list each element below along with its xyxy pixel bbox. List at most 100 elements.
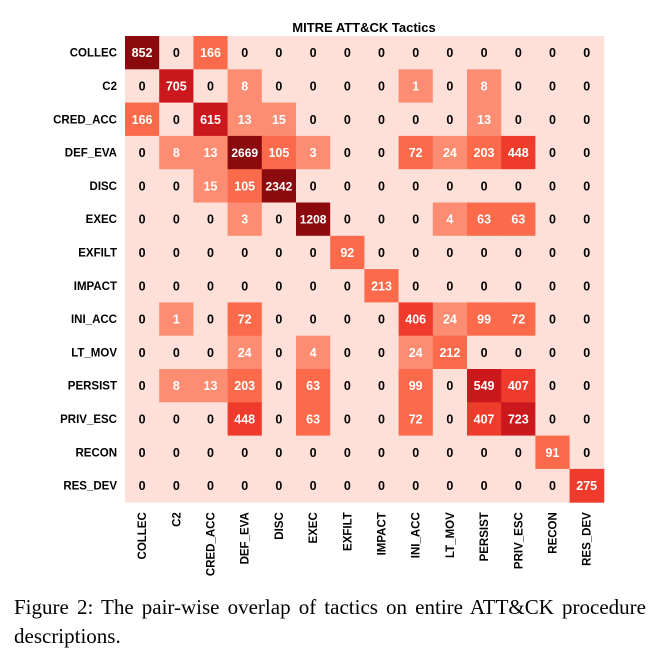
- heatmap-cell: [159, 468, 194, 503]
- cell-value-label: 0: [310, 313, 317, 327]
- heatmap-cell: [261, 402, 297, 437]
- cell-value-label: 0: [515, 46, 522, 60]
- cell-value-label: 0: [583, 113, 590, 127]
- heatmap-cell: [569, 468, 605, 503]
- cell-value-label: 213: [371, 279, 392, 293]
- cell-value-label: 0: [207, 313, 214, 327]
- cell-value-label: 0: [173, 113, 180, 127]
- heatmap-cell: [330, 202, 365, 237]
- cell-value-label: 0: [173, 446, 180, 460]
- heatmap-cell: [193, 468, 229, 503]
- heatmap-cell: [159, 435, 194, 470]
- cell-value-label: 203: [474, 146, 495, 160]
- cell-value-label: 0: [173, 346, 180, 360]
- heatmap-cell: [535, 269, 571, 303]
- cell-value-label: 24: [443, 146, 457, 160]
- heatmap-cell: [159, 135, 194, 170]
- cell-value-label: 0: [241, 446, 248, 460]
- cell-value-label: 0: [310, 246, 317, 260]
- cell-value-label: 1: [412, 79, 419, 93]
- cell-value-label: 0: [139, 179, 146, 193]
- cell-value-label: 0: [139, 213, 146, 227]
- row-tick-label: RECON: [75, 447, 117, 459]
- cell-value-label: 0: [446, 479, 453, 493]
- heatmap-cell: [467, 169, 502, 203]
- cell-value-label: 0: [207, 346, 214, 360]
- cell-value-label: 0: [446, 246, 453, 260]
- cell-value-label: 705: [166, 79, 187, 93]
- heatmap-cell: [364, 102, 400, 137]
- heatmap-cell: [261, 169, 297, 203]
- cell-value-label: 407: [474, 412, 495, 426]
- cell-value-label: 0: [481, 279, 488, 293]
- heatmap-cell: [535, 335, 571, 370]
- cell-value-label: 0: [583, 313, 590, 327]
- heatmap-cell: [227, 435, 263, 470]
- heatmap-cell: [125, 69, 160, 104]
- cell-value-label: 0: [583, 412, 590, 426]
- heatmap-cell: [432, 269, 468, 303]
- heatmap-cell: [159, 36, 194, 70]
- heatmap-cell: [398, 36, 434, 70]
- cell-value-label: 0: [583, 179, 590, 193]
- cell-value-label: 0: [310, 279, 317, 293]
- heatmap-cell: [330, 369, 365, 403]
- heatmap-cell: [330, 435, 365, 470]
- cell-value-label: 0: [173, 46, 180, 60]
- heatmap-cell: [569, 102, 605, 137]
- heatmap-cell: [467, 102, 502, 137]
- heatmap-cell: [467, 402, 502, 437]
- cell-value-label: 0: [344, 46, 351, 60]
- column-tick-label: EXEC: [308, 512, 320, 543]
- heatmap-cell: [159, 369, 194, 403]
- cell-value-label: 63: [477, 213, 491, 227]
- cell-value-label: 0: [515, 179, 522, 193]
- heatmap-cell: [535, 135, 571, 170]
- heatmap-cell: [296, 36, 331, 70]
- cell-value-label: 0: [275, 46, 282, 60]
- cell-value-label: 0: [549, 179, 556, 193]
- heatmap-cell: [569, 269, 605, 303]
- heatmap-cell: [125, 335, 160, 370]
- heatmap-cell: [261, 435, 297, 470]
- cell-value-label: 0: [412, 246, 419, 260]
- heatmap-cell: [330, 468, 365, 503]
- cell-value-label: 13: [204, 379, 218, 393]
- cell-value-label: 0: [241, 479, 248, 493]
- cell-value-label: 0: [173, 479, 180, 493]
- cell-value-label: 0: [378, 246, 385, 260]
- cell-value-label: 0: [378, 446, 385, 460]
- cell-value-label: 0: [275, 346, 282, 360]
- cell-value-label: 0: [310, 46, 317, 60]
- heatmap-cell: [261, 235, 297, 270]
- heatmap-cell: [227, 169, 263, 203]
- heatmap-cell: [193, 335, 229, 370]
- heatmap-cell: [467, 468, 502, 503]
- cell-value-label: 0: [481, 246, 488, 260]
- cell-value-label: 0: [412, 479, 419, 493]
- cell-value-label: 0: [549, 313, 556, 327]
- cell-value-label: 0: [275, 379, 282, 393]
- cell-value-label: 0: [481, 46, 488, 60]
- heatmap-cell: [193, 135, 229, 170]
- cell-value-label: 615: [200, 113, 221, 127]
- cell-value-label: 0: [549, 146, 556, 160]
- cell-value-label: 15: [272, 113, 286, 127]
- cell-value-label: 63: [306, 379, 320, 393]
- row-tick-label: C2: [102, 81, 117, 93]
- heatmap-cell: [535, 235, 571, 270]
- heatmap-cell: [125, 202, 160, 237]
- heatmap-cell: [467, 335, 502, 370]
- heatmap-cell: [432, 36, 468, 70]
- heatmap-cell: [364, 468, 400, 503]
- heatmap-cell: [125, 402, 160, 437]
- cell-value-label: 0: [173, 179, 180, 193]
- heatmap-cell: [125, 369, 160, 403]
- heatmap-cell: [227, 402, 263, 437]
- cell-value-label: 1208: [300, 213, 327, 227]
- heatmap-cell: [398, 269, 434, 303]
- cell-value-label: 0: [344, 379, 351, 393]
- cell-value-label: 0: [583, 246, 590, 260]
- heatmap-cell: [261, 468, 297, 503]
- heatmap-cell: [535, 202, 571, 237]
